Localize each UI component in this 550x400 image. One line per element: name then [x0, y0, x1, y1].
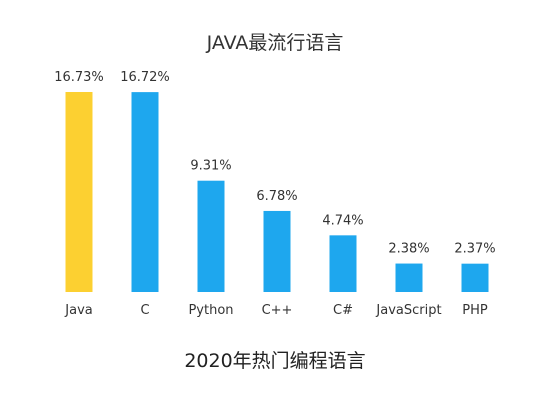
category-label: PHP: [462, 303, 488, 318]
data-label: 6.78%: [256, 189, 297, 204]
category-label: Python: [188, 303, 233, 318]
chart-title: JAVA最流行语言: [206, 32, 344, 54]
data-label: 16.73%: [54, 70, 104, 85]
bar-java: [65, 92, 93, 292]
bar-javascript: [395, 263, 423, 292]
data-label: 9.31%: [190, 159, 231, 174]
bar-c: [131, 92, 159, 293]
chart-caption: 2020年热门编程语言: [184, 350, 366, 372]
bar-c-: [263, 210, 291, 292]
bar-c-: [329, 235, 357, 292]
data-label: 2.37%: [454, 242, 495, 257]
data-label: 4.74%: [322, 213, 363, 228]
bar-php: [461, 263, 489, 292]
data-label: 16.72%: [120, 70, 170, 85]
data-label: 2.38%: [388, 242, 429, 257]
category-label: C: [140, 303, 149, 318]
bar-python: [197, 180, 225, 292]
category-label: Java: [64, 303, 92, 318]
category-label: JavaScript: [375, 303, 441, 318]
category-label: C++: [262, 303, 293, 318]
category-label: C#: [333, 303, 353, 318]
